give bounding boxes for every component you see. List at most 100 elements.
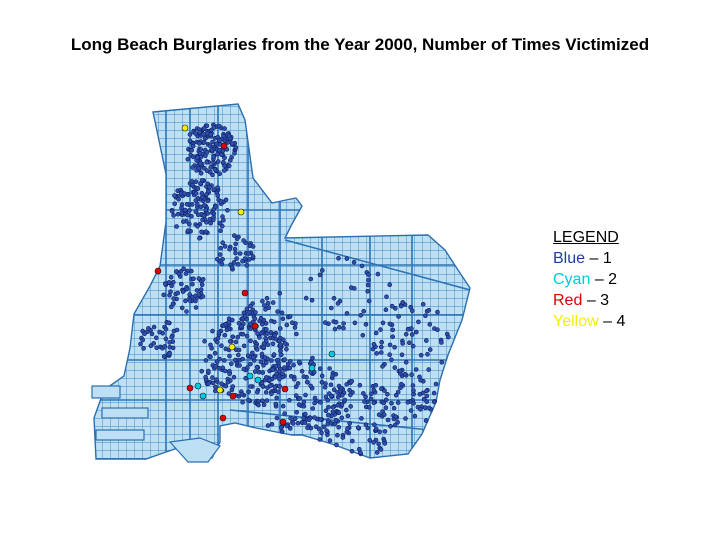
burglary-point <box>385 391 390 397</box>
burglary-point <box>193 305 199 310</box>
burglary-point <box>343 407 349 413</box>
burglary-point <box>167 340 172 345</box>
burglary-point <box>274 395 279 401</box>
burglary-point <box>331 296 337 301</box>
burglary-point <box>411 400 416 406</box>
burglary-point <box>327 366 332 371</box>
burglary-point <box>218 245 224 251</box>
burglary-point <box>392 306 398 311</box>
burglary-point <box>334 442 339 448</box>
burglary-point <box>272 384 278 390</box>
burglary-point <box>282 357 287 362</box>
legend-item-4: Yellow – 4 <box>553 311 625 332</box>
burglary-point <box>253 310 258 315</box>
burglary-point <box>371 440 376 445</box>
burglary-point <box>366 405 372 410</box>
burglary-point <box>325 397 331 403</box>
burglary-point <box>378 327 383 332</box>
burglary-point <box>336 410 342 416</box>
burglary-point <box>181 266 186 272</box>
burglary-point <box>351 286 357 291</box>
burglary-point <box>190 281 195 287</box>
burglary-point <box>232 233 237 238</box>
burglary-point <box>405 399 411 405</box>
burglary-point <box>255 331 260 336</box>
burglary-point <box>303 392 308 398</box>
burglary-point <box>318 417 324 422</box>
burglary-point <box>182 191 187 196</box>
burglary-point <box>348 392 353 398</box>
burglary-point <box>427 347 433 352</box>
burglary-point <box>336 424 342 430</box>
burglary-point <box>222 358 227 363</box>
burglary-point <box>231 260 237 265</box>
burglary-point <box>230 384 236 389</box>
burglary-point <box>199 190 205 196</box>
burglary-point <box>169 209 175 214</box>
burglary-point <box>193 198 199 203</box>
burglary-point <box>201 165 207 171</box>
burglary-point <box>208 132 213 137</box>
burglary-point <box>227 246 232 252</box>
burglary-point <box>216 365 222 371</box>
burglary-point <box>405 326 411 332</box>
burglary-point <box>426 308 432 313</box>
burglary-point <box>270 341 276 347</box>
burglary-point <box>280 371 285 377</box>
burglary-point <box>287 397 292 403</box>
burglary-point <box>423 418 429 423</box>
burglary-point <box>219 343 224 348</box>
burglary-point <box>182 207 188 213</box>
burglary-point <box>161 292 166 298</box>
burglary-point <box>406 340 412 345</box>
legend: LEGEND Blue – 1 Cyan – 2 Red – 3 Yellow … <box>553 227 625 332</box>
burglary-point <box>420 390 426 396</box>
burglary-point <box>341 321 346 326</box>
burglary-point <box>199 229 204 235</box>
burglary-point <box>256 402 261 408</box>
burglary-point <box>278 342 283 347</box>
burglary-point <box>327 438 333 443</box>
legend-color-name: Red <box>553 292 583 309</box>
burglary-point <box>337 388 343 394</box>
burglary-point <box>222 332 228 338</box>
burglary-point <box>197 129 202 135</box>
burglary-point <box>391 405 397 411</box>
burglary-point <box>339 415 345 421</box>
burglary-point <box>205 198 211 204</box>
burglary-point <box>215 335 221 341</box>
burglary-point <box>229 265 235 270</box>
burglary-point <box>427 322 433 327</box>
burglary-point <box>215 185 220 190</box>
burglary-point <box>222 244 228 249</box>
burglary-point <box>244 263 250 268</box>
burglary-point <box>203 207 209 213</box>
burglary-point <box>246 251 251 256</box>
burglary-point <box>237 251 243 256</box>
burglary-point <box>225 208 230 213</box>
burglary-point <box>366 277 371 283</box>
burglary-point <box>303 295 309 301</box>
burglary-point <box>174 327 180 333</box>
burglary-point <box>211 217 216 223</box>
burglary-point <box>319 373 325 379</box>
burglary-point <box>389 400 394 406</box>
burglary-point <box>200 217 205 223</box>
burglary-point-yellow <box>216 386 224 394</box>
burglary-point <box>207 143 213 149</box>
burglary-point <box>301 403 307 409</box>
burglary-point <box>216 330 222 335</box>
burglary-point <box>294 409 299 415</box>
burglary-point <box>351 259 357 265</box>
burglary-point <box>299 368 305 374</box>
burglary-point <box>246 389 251 395</box>
burglary-point <box>284 322 290 328</box>
burglary-point <box>398 303 404 309</box>
burglary-point <box>236 321 242 326</box>
burglary-point <box>185 157 191 162</box>
burglary-point <box>161 354 167 359</box>
burglary-point <box>294 331 299 337</box>
burglary-point <box>228 158 233 163</box>
burglary-point <box>191 276 196 282</box>
burglary-point <box>418 352 424 358</box>
